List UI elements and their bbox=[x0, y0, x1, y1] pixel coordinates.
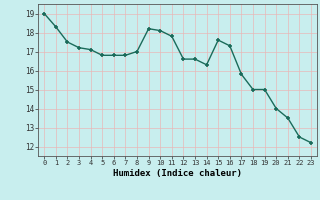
X-axis label: Humidex (Indice chaleur): Humidex (Indice chaleur) bbox=[113, 169, 242, 178]
